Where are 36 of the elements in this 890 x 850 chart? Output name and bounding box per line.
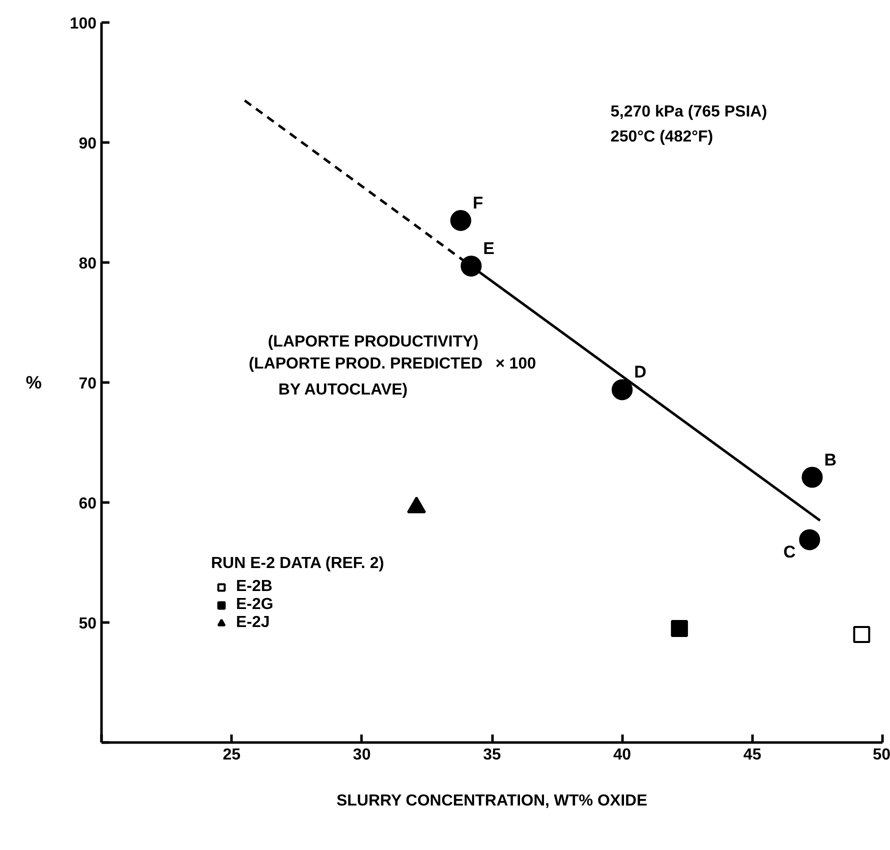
legend-title: RUN E-2 DATA (REF. 2) (211, 555, 384, 573)
annotation: 5,270 kPa (765 PSIA) (610, 104, 768, 120)
y-tick-label: 100 (70, 16, 97, 32)
x-tick-label: 30 (352, 746, 371, 764)
y-tick-label: 60 (78, 496, 97, 512)
data-label: F (472, 194, 484, 212)
legend-label: E-2B (236, 578, 272, 596)
annotation: BY AUTOCLAVE) (278, 382, 408, 398)
data-label: B (824, 450, 836, 470)
legend-label: E-2G (236, 596, 274, 614)
annotation: 250°C (482°F) (610, 128, 714, 146)
legend-label: E-2J (236, 614, 270, 632)
annotation: × 100 (496, 356, 536, 372)
y-axis-title: % (26, 372, 42, 392)
point (853, 626, 870, 643)
y-tick-label: 90 (78, 136, 97, 152)
x-tick-label: 35 (483, 746, 501, 764)
x-tick-label: 25 (222, 746, 241, 764)
y-tick-label: 80 (78, 256, 97, 272)
y-tick-label: 70 (78, 376, 97, 392)
x-tick-label: 50 (872, 746, 890, 764)
point (670, 620, 688, 637)
data-label: C (783, 542, 796, 562)
data-label: E (483, 239, 495, 258)
x-tick-label: 40 (613, 746, 632, 764)
x-tick-label: 45 (743, 746, 762, 764)
y-tick-label: 50 (78, 616, 97, 632)
x-axis-title: SLURRY CONCENTRATION, WT% OXIDE (336, 792, 648, 810)
data-label: D (634, 362, 646, 382)
point (802, 466, 823, 488)
annotation: (LAPORTE PRODUCTIVITY) (268, 334, 479, 350)
point (612, 379, 633, 400)
point (450, 210, 472, 231)
point (460, 256, 482, 277)
point (799, 529, 820, 550)
annotation: (LAPORTE PROD. PREDICTED (248, 356, 483, 372)
